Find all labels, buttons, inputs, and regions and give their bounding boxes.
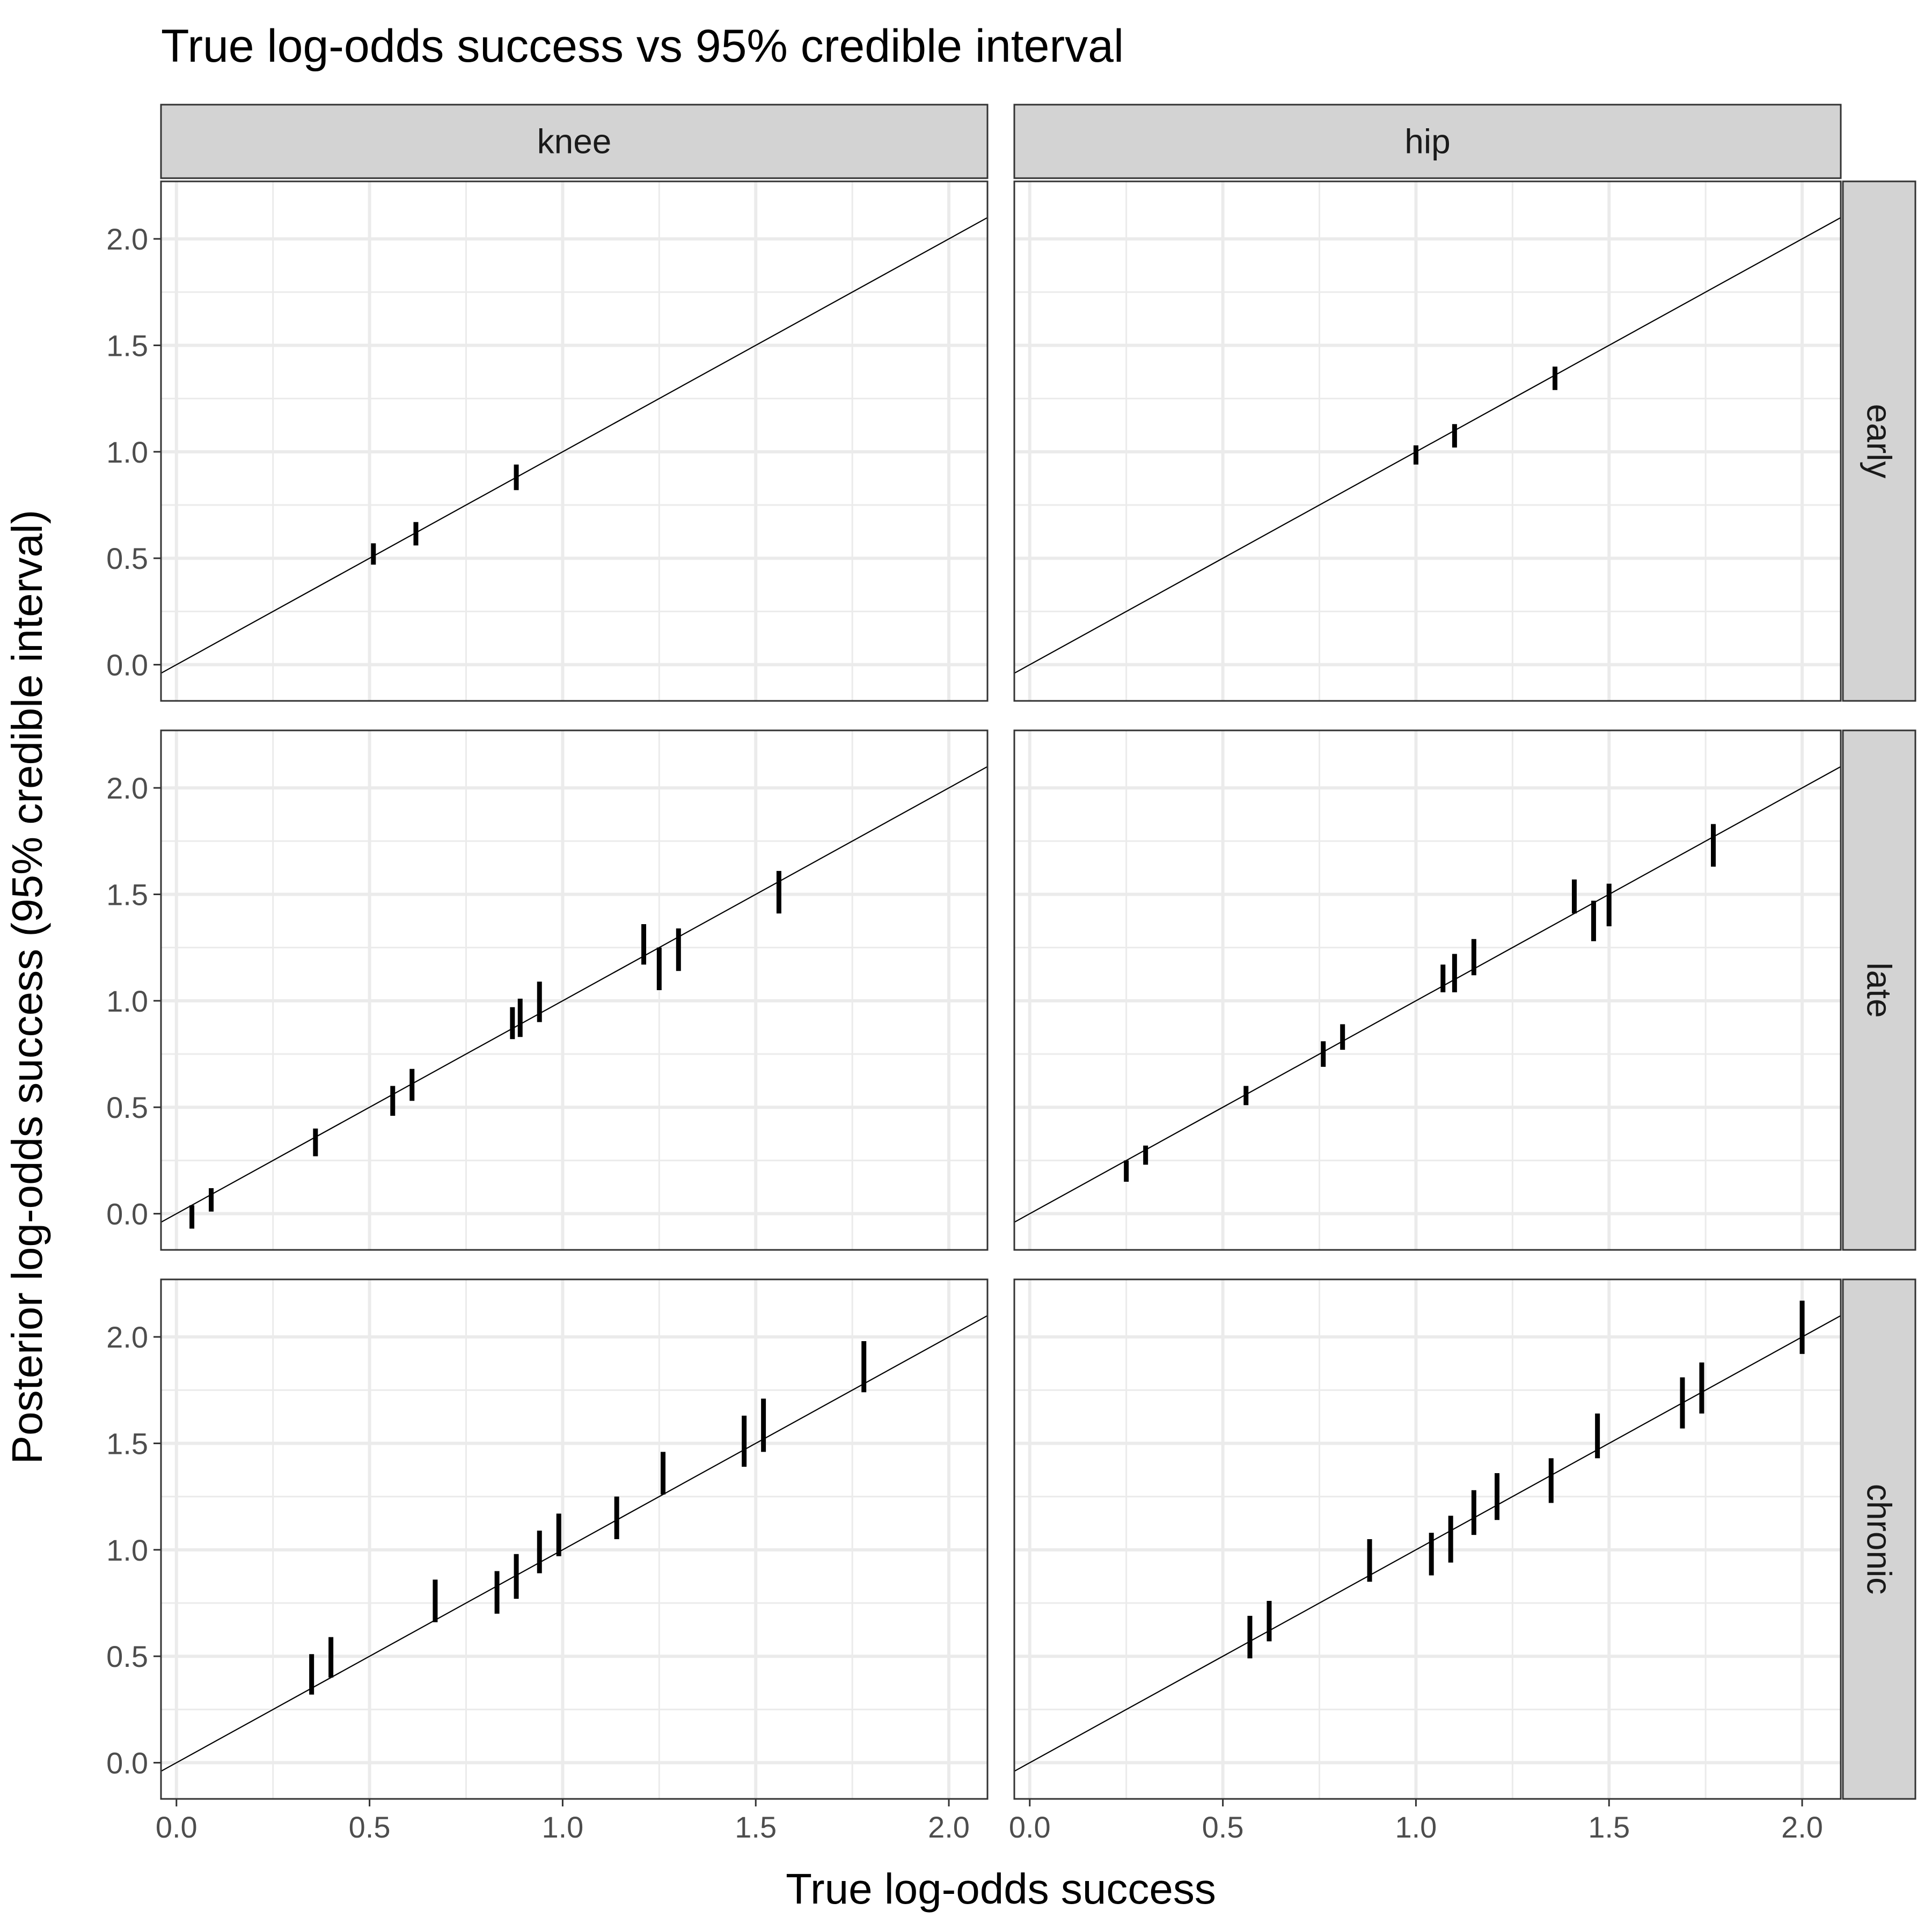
y-tick-label: 1.5: [106, 877, 148, 911]
x-tick-label: 1.5: [735, 1810, 777, 1844]
x-tick-label: 2.0: [1781, 1810, 1823, 1844]
reference-line-identity: [1014, 766, 1841, 1223]
facet-label-late: late: [1860, 962, 1899, 1018]
y-tick-label: 2.0: [106, 1320, 148, 1354]
panel-background: [161, 181, 987, 701]
y-tick-label: 0.0: [106, 648, 148, 682]
x-axis-label: True log-odds success: [786, 1865, 1216, 1913]
facet-strip-early: [1842, 180, 1916, 702]
x-tick-label: 1.5: [1588, 1810, 1630, 1844]
panel-knee-early: 0.0 0.5 1.0 1.5 2.0: [106, 180, 989, 702]
facet-strip-hip: [1013, 104, 1842, 179]
y-tick-label: 2.0: [106, 771, 148, 805]
panel-background: [1014, 730, 1841, 1250]
panel-border: [160, 729, 989, 1251]
panel-background: [161, 1279, 987, 1799]
reference-line-identity: [1014, 217, 1841, 674]
reference-line-identity: [160, 766, 988, 1223]
panel-background: [1014, 181, 1841, 701]
facet-strip-chronic: [1842, 1278, 1916, 1800]
panels-layer: knee hipearlylatechronic0.00.51.01.52.00.…: [106, 104, 1916, 1844]
panel-border: [1013, 180, 1842, 702]
y-tick-label: 1.5: [106, 328, 148, 362]
panel-knee-chronic: 0.0 0.5 1.0 1.5 2.0 0.0 0.5 1.0 1.5 2.0: [106, 1278, 989, 1844]
facet-label-early: early: [1860, 404, 1899, 479]
facet-label-hip: hip: [1404, 122, 1450, 161]
chart-title: True log-odds success vs 95% credible in…: [161, 20, 1124, 72]
y-tick-label: 1.0: [106, 435, 148, 469]
reference-line-identity: [160, 217, 988, 674]
panel-knee-late: 0.0 0.5 1.0 1.5 2.0: [106, 729, 989, 1251]
x-tick-label: 0.0: [1009, 1810, 1051, 1844]
y-tick-label: 0.0: [106, 1197, 148, 1231]
panel-border: [160, 180, 989, 702]
reference-line-identity: [160, 1315, 988, 1772]
y-tick-label: 0.5: [106, 541, 148, 575]
panel-border: [160, 1278, 989, 1800]
panel-hip-late: [1013, 729, 1842, 1251]
y-tick-label: 2.0: [106, 222, 148, 256]
facet-label-knee: knee: [537, 122, 612, 161]
facet-strip-knee: [160, 104, 989, 179]
y-tick-label: 0.5: [106, 1091, 148, 1124]
y-tick-label: 1.0: [106, 984, 148, 1018]
panel-border: [1013, 729, 1842, 1251]
y-tick-label: 1.0: [106, 1533, 148, 1567]
panel-hip-early: [1013, 180, 1842, 702]
x-tick-label: 2.0: [928, 1810, 970, 1844]
x-tick-label: 0.0: [156, 1810, 197, 1844]
x-tick-label: 1.0: [541, 1810, 583, 1844]
x-tick-label: 0.5: [1202, 1810, 1244, 1844]
y-tick-label: 1.5: [106, 1426, 148, 1460]
panel-border: [1013, 1278, 1842, 1800]
panel-background: [161, 730, 987, 1250]
panel-background: [1014, 1279, 1841, 1799]
facet-strip-late: [1842, 729, 1916, 1251]
y-tick-label: 0.5: [106, 1640, 148, 1673]
x-tick-label: 0.5: [349, 1810, 391, 1844]
facet-label-chronic: chronic: [1860, 1484, 1899, 1594]
y-axis-label: Posterior log-odds success (95% credible…: [3, 510, 51, 1465]
x-tick-label: 1.0: [1395, 1810, 1437, 1844]
panel-hip-chronic: 0.0 0.5 1.0 1.5 2.0: [1009, 1278, 1842, 1844]
y-tick-label: 0.0: [106, 1746, 148, 1780]
